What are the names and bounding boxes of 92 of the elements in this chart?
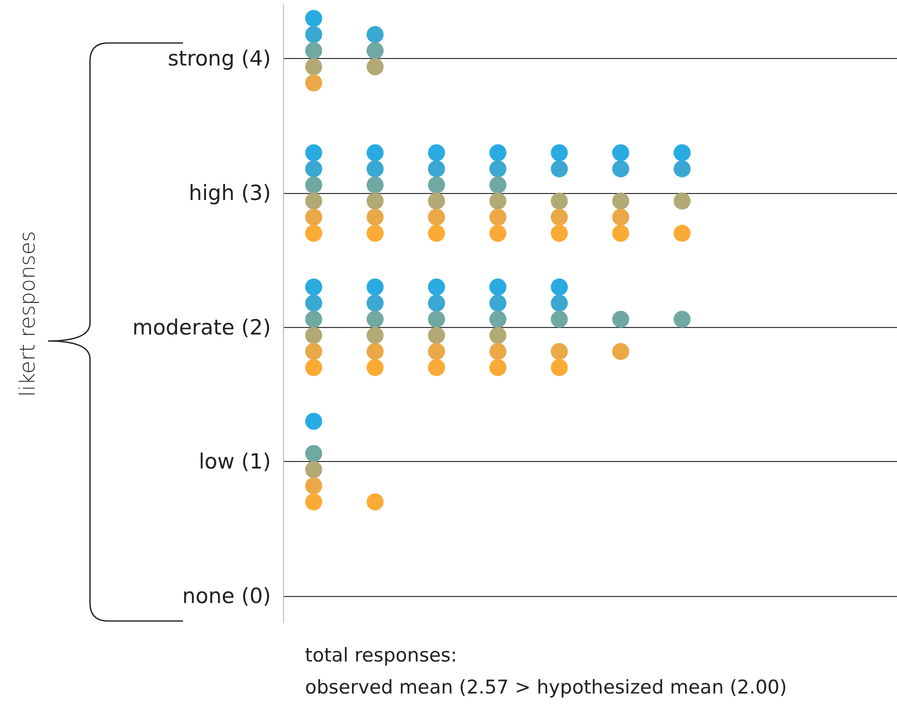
point <box>428 294 445 312</box>
point <box>550 278 568 296</box>
point <box>366 160 384 178</box>
point <box>305 224 322 242</box>
point <box>366 192 384 210</box>
point <box>305 412 322 430</box>
point <box>489 144 506 162</box>
point <box>305 294 322 312</box>
point <box>550 359 568 376</box>
point <box>489 294 506 312</box>
point <box>366 359 384 376</box>
point <box>550 160 568 178</box>
point <box>428 278 445 296</box>
y-tick-label: none (0) <box>182 584 271 608</box>
point <box>305 160 322 178</box>
point <box>366 144 384 162</box>
point <box>305 461 322 478</box>
point <box>305 74 322 92</box>
point <box>366 342 384 360</box>
point <box>612 192 630 210</box>
point <box>674 160 691 178</box>
point <box>550 192 568 210</box>
point <box>489 224 506 242</box>
point <box>612 208 630 226</box>
point <box>489 160 506 178</box>
point <box>366 176 384 194</box>
point <box>428 310 445 328</box>
point <box>489 359 506 376</box>
y-axis-title: likert responses <box>16 230 40 397</box>
point <box>366 493 384 510</box>
point <box>428 342 445 360</box>
text: observed mean (2.57 > hypothesized mean (2.00) <box>305 676 787 698</box>
point <box>366 26 384 44</box>
point <box>428 359 445 376</box>
y-tick-label: low (1) <box>198 450 271 474</box>
point <box>305 192 322 210</box>
point <box>428 192 445 210</box>
point <box>366 326 384 344</box>
point <box>366 42 384 60</box>
y-tick-label: high (3) <box>188 180 271 205</box>
point <box>489 310 506 328</box>
point <box>305 310 322 328</box>
point <box>305 326 322 344</box>
y-tick-label: strong (4) <box>168 46 271 71</box>
point <box>489 208 506 226</box>
point <box>489 342 506 360</box>
point <box>305 359 322 376</box>
point <box>305 42 322 60</box>
point <box>428 144 445 162</box>
point <box>550 144 568 162</box>
point <box>305 278 322 296</box>
point <box>612 342 630 360</box>
point <box>550 310 568 328</box>
point <box>305 342 322 360</box>
point <box>305 10 322 27</box>
point <box>612 224 630 242</box>
point <box>674 144 691 162</box>
point <box>305 493 322 510</box>
point <box>550 208 568 226</box>
point <box>674 192 691 210</box>
point <box>428 208 445 226</box>
point <box>428 160 445 178</box>
point <box>305 176 322 194</box>
point <box>489 192 506 210</box>
point <box>489 278 506 296</box>
point <box>674 224 691 242</box>
point <box>366 224 384 242</box>
point <box>366 294 384 312</box>
point <box>674 310 691 328</box>
point <box>305 144 322 162</box>
point <box>612 310 630 328</box>
point <box>428 176 445 194</box>
point <box>366 208 384 226</box>
point <box>489 326 506 344</box>
point <box>305 208 322 226</box>
point <box>428 224 445 242</box>
y-tick-label: moderate (2) <box>132 315 271 340</box>
point <box>550 294 568 312</box>
point <box>305 58 322 76</box>
point <box>366 310 384 328</box>
point <box>428 326 445 344</box>
point <box>612 144 630 162</box>
point <box>550 342 568 360</box>
point <box>366 58 384 76</box>
point <box>612 160 630 178</box>
point <box>550 224 568 242</box>
point <box>305 26 322 44</box>
text: total responses: <box>305 644 458 666</box>
point <box>305 445 322 462</box>
point <box>489 176 506 194</box>
point <box>366 278 384 296</box>
point <box>305 477 322 494</box>
